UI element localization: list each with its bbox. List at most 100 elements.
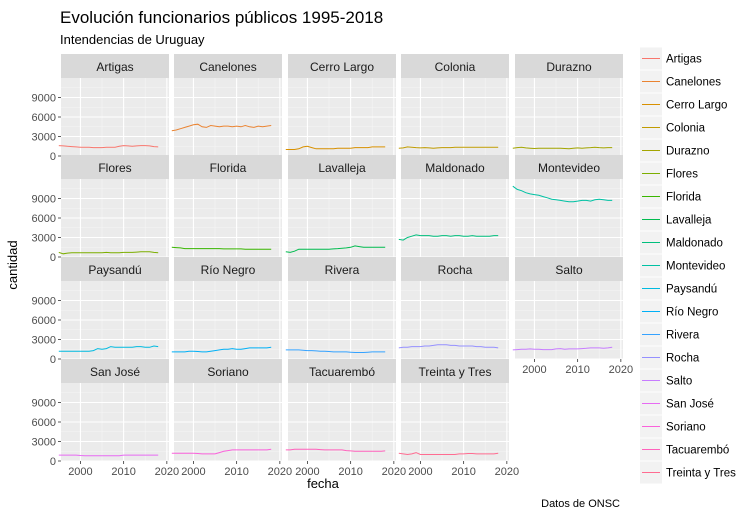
panel-treinta-y-tres: Treinta y Tres [398,359,509,462]
panel-durazno: Durazno [512,54,623,157]
legend-label: Río Negro [666,307,718,319]
strip [174,257,282,281]
strip [61,155,169,179]
strip [515,257,623,281]
y-tick-label: 6000 [32,112,56,124]
legend-item-flores: Flores [640,162,698,185]
strip [288,54,396,78]
y-tick-label: 3000 [32,233,56,245]
series-line-rocha [398,344,499,349]
strip [174,359,282,383]
panel-cerro-largo: Cerro Largo [285,54,396,157]
y-axis-title: cantidad [5,240,20,289]
x-tick-label: 2000 [408,466,432,478]
strip [288,155,396,179]
legend-label: Flores [666,169,698,181]
strip [61,257,169,281]
strip-label: Artigas [96,60,133,74]
strip-label: Treinta y Tres [419,365,492,379]
legend-item-tacuarembo: Tacuarembó [640,438,729,461]
panel-rivera: Rivera [285,257,396,360]
legend-label: Cerro Largo [666,100,727,112]
y-tick-label: 3000 [32,132,56,144]
x-tick-label: 2000 [522,364,546,376]
legend-label: Rivera [666,330,700,342]
y-tick-label: 9000 [32,296,56,308]
legend-label: Colonia [666,123,706,135]
panel-soriano: Soriano [171,359,282,462]
panel-florida: Florida [171,155,282,258]
series-line-artigas [58,145,159,149]
strip [515,54,623,78]
series-line-salto [512,346,613,351]
panel-lavalleja: Lavalleja [285,155,396,258]
x-tick-label: 2020 [155,466,179,478]
legend-item-cerro-largo: Cerro Largo [640,93,727,116]
strip-label: Canelones [199,60,256,74]
y-tick-label: 0 [50,252,56,264]
legend-label: Durazno [666,146,709,158]
legend-label: Paysandú [666,284,717,296]
strip [61,359,169,383]
x-tick-label: 2000 [181,466,205,478]
legend-label: Rocha [666,353,700,365]
legend-label: Tacuarembó [666,445,729,457]
legend-label: Montevideo [666,261,725,273]
legend-label: Treinta y Tres [666,468,736,480]
panel-tacuarembo: Tacuarembó [285,359,396,462]
y-tick-label: 9000 [32,93,56,105]
x-tick-label: 2010 [338,466,362,478]
panel-canelones: Canelones [171,54,282,157]
panel-colonia: Colonia [398,54,509,157]
strip [174,155,282,179]
y-tick-label: 3000 [32,335,56,347]
x-tick-label: 2020 [495,466,519,478]
x-tick-label: 2010 [451,466,475,478]
legend-label: Artigas [666,54,702,66]
series-line-lavalleja [285,245,386,253]
chart-title: Evolución funcionarios públicos 1995-201… [60,8,383,27]
strip-label: Salto [555,263,583,277]
strip-label: Rivera [325,263,360,277]
x-tick-label: 2020 [609,364,633,376]
series-line-montevideo [512,185,613,203]
strip-label: Lavalleja [318,161,366,175]
y-tick-label: 9000 [32,194,56,206]
strip-label: Maldonado [425,161,485,175]
y-tick-label: 3000 [32,437,56,449]
axes: 0 3000 6000 9000 0 3000 6000 9000 0 3000 6000 9000 0… [32,93,634,479]
series-line-paysandu [58,345,159,352]
legend-item-rocha: Rocha [640,346,700,369]
legend-item-rivera: Rivera [640,323,700,346]
series-line-soriano [171,448,272,455]
strip [288,257,396,281]
legend: Artigas Canelones Cerro Largo Colonia Durazn… [640,47,736,484]
legend-label: Florida [666,192,702,204]
strip [401,359,509,383]
series-line-rivera [285,349,386,353]
panel-artigas: Artigas [58,54,169,157]
legend-item-florida: Florida [640,185,702,208]
y-tick-label: 6000 [32,315,56,327]
legend-item-salto: Salto [640,369,692,392]
legend-item-durazno: Durazno [640,139,709,162]
strip-label: Paysandú [88,263,141,277]
strip-label: Colonia [435,60,476,74]
legend-label: Salto [666,376,692,388]
strip-label: Soriano [207,365,249,379]
strip [515,155,623,179]
x-tick-label: 2020 [382,466,406,478]
legend-item-montevideo: Montevideo [640,254,725,277]
facet-panels: Artigas Canelones Cerro Largo Colonia Durazn… [58,54,623,462]
series-line-treinta-y-tres [398,452,499,456]
legend-label: Maldonado [666,238,723,250]
strip-label: Río Negro [201,263,256,277]
strip-label: Florida [210,161,247,175]
y-tick-label: 6000 [32,213,56,225]
x-axis-title: fecha [307,476,340,491]
legend-item-artigas: Artigas [640,47,702,70]
series-line-tacuarembo [285,448,386,452]
x-tick-label: 2020 [268,466,292,478]
legend-label: Lavalleja [666,215,712,227]
